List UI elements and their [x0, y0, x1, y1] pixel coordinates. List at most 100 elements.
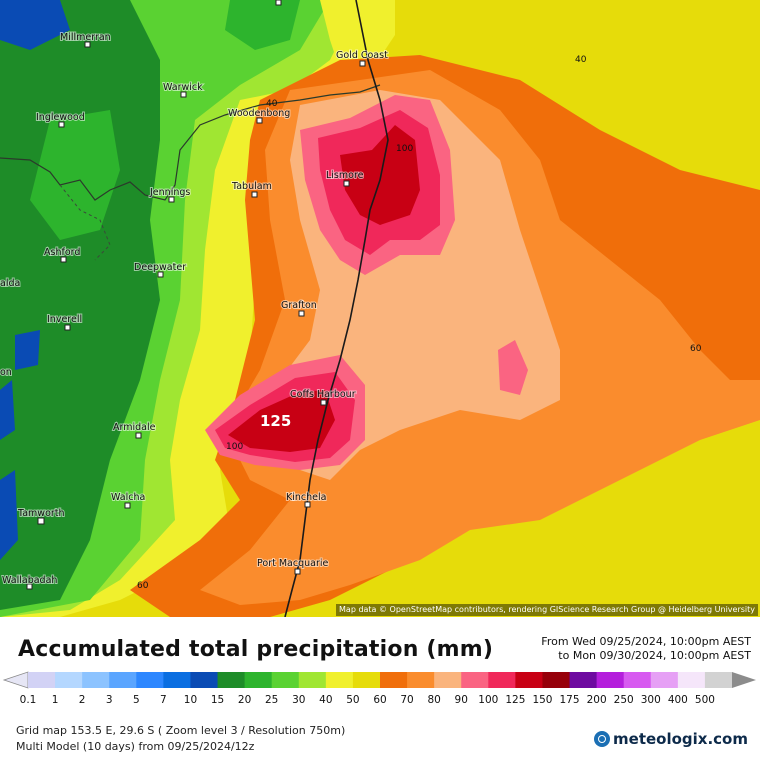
marker-ashford[interactable] [60, 256, 67, 263]
legend-swatch [650, 672, 679, 688]
max-value-label: 125 [260, 412, 291, 430]
legend-swatch [244, 672, 273, 688]
legend-swatch [28, 672, 56, 688]
band-80-east-patch [498, 340, 528, 395]
legend-label: 10 [184, 694, 197, 706]
state-border-dashed [59, 184, 111, 261]
band-15-west [0, 0, 160, 610]
legend-swatch [434, 672, 462, 688]
marker-jennings[interactable] [168, 196, 175, 203]
legend-arrow-right [732, 672, 756, 688]
legend-swatch [136, 672, 164, 688]
town-label: Millmerran [60, 32, 111, 43]
marker-warwick[interactable] [180, 91, 187, 98]
precipitation-map[interactable]: Millmerran Warwick Inglewood Woodenbong … [0, 0, 760, 617]
legend-swatch [569, 672, 598, 688]
band-blue-patch-4 [0, 470, 18, 560]
legend-label: 300 [641, 694, 661, 706]
legend-swatch [55, 672, 83, 688]
legend-swatch [677, 672, 706, 688]
town-label: Deepwater [134, 262, 186, 273]
town-label: Woodenbong [228, 108, 290, 119]
legend-label: 0.1 [20, 694, 37, 706]
legend-label: 15 [211, 694, 224, 706]
date-to: to Mon 09/30/2024, 10:00pm AEST [558, 649, 751, 662]
contour-label: 100 [226, 442, 243, 452]
legend-label: 3 [106, 694, 113, 706]
legend-label: 5 [133, 694, 140, 706]
town-labels: Millmerran Warwick Inglewood Woodenbong … [0, 31, 389, 587]
town-label: Inglewood [36, 112, 85, 123]
marker-lismore[interactable] [343, 180, 350, 187]
legend-swatch [542, 672, 571, 688]
brand-name: meteologix.com [613, 730, 748, 748]
legend-swatch [271, 672, 300, 688]
legend-swatch [596, 672, 625, 688]
color-legend: 0.1 1 2 3 5 7 10 15 20 25 30 40 50 60 70 80 90 100 125 150 1… [0, 668, 760, 710]
marker-inglewood[interactable] [58, 121, 65, 128]
coastline [284, 0, 389, 617]
town-label: alda [0, 278, 20, 289]
legend-arrow-left [2, 671, 29, 689]
marker-gold-coast[interactable] [359, 60, 366, 67]
marker-tamworth[interactable] [37, 517, 45, 525]
legend-swatch [488, 672, 516, 688]
marker-millmerran[interactable] [84, 41, 91, 48]
legend-label: 2 [79, 694, 86, 706]
town-markers [26, 0, 366, 590]
band-20-patch [30, 110, 120, 240]
legend-swatch [380, 672, 408, 688]
contour-label: 100 [396, 144, 413, 154]
marker-coffs-harbour[interactable] [320, 399, 327, 406]
legend-swatch [190, 672, 219, 688]
contour-labels: 40 40 100 60 125 100 60 [137, 55, 702, 591]
map-canvas: Millmerran Warwick Inglewood Woodenbong … [0, 0, 760, 617]
legend-label: 150 [532, 694, 552, 706]
band-blue-patch-2 [15, 330, 40, 370]
marker-top[interactable] [275, 0, 282, 6]
legend-label: 100 [478, 694, 498, 706]
model-info: Multi Model (10 days) from 09/25/2024/12… [16, 740, 255, 753]
grid-info: Grid map 153.5 E, 29.6 S ( Zoom level 3 … [16, 724, 346, 737]
marker-armidale[interactable] [135, 432, 142, 439]
town-label: Port Macquarie [257, 558, 329, 569]
legend-swatch [515, 672, 543, 688]
legend-label: 80 [427, 694, 440, 706]
map-title: Accumulated total precipitation (mm) [18, 637, 494, 662]
town-label: Tabulam [231, 181, 272, 192]
marker-woodenbong[interactable] [256, 117, 263, 124]
town-label: on [0, 367, 12, 378]
legend-label: 50 [346, 694, 359, 706]
marker-wallabadah[interactable] [26, 583, 33, 590]
town-label: Coffs Harbour [290, 389, 356, 400]
contour-label: 40 [266, 99, 278, 109]
contour-label: 60 [690, 344, 702, 354]
band-yellow-north [320, 0, 395, 70]
globe-icon [594, 731, 611, 747]
legend-label: 25 [265, 694, 278, 706]
contour-label: 60 [137, 581, 149, 591]
marker-port-macquarie[interactable] [294, 568, 301, 575]
town-label: Gold Coast [336, 50, 388, 61]
band-blue-patch-1 [0, 0, 70, 50]
marker-inverell[interactable] [64, 324, 71, 331]
marker-kinchela[interactable] [304, 501, 311, 508]
band-20-patch-north [225, 0, 300, 50]
legend-swatch [325, 672, 354, 688]
brand-logo[interactable]: meteologix.com [594, 730, 748, 748]
date-from: From Wed 09/25/2024, 10:00pm AEST [541, 635, 751, 648]
legend-swatch [704, 672, 733, 688]
town-label: Inverell [47, 314, 82, 325]
legend-swatch [407, 672, 435, 688]
marker-grafton[interactable] [298, 310, 305, 317]
marker-deepwater[interactable] [157, 271, 164, 278]
marker-walcha[interactable] [124, 502, 131, 509]
legend-scale: 0.1 1 2 3 5 7 10 15 20 25 30 40 50 60 70 80 90 100 125 150 1… [2, 671, 756, 706]
legend-label: 30 [292, 694, 305, 706]
legend-label: 40 [319, 694, 332, 706]
marker-tabulam[interactable] [251, 191, 258, 198]
legend-label: 175 [560, 694, 580, 706]
legend-swatch [217, 672, 246, 688]
town-label: Walcha [111, 492, 145, 503]
legend-label: 20 [238, 694, 251, 706]
